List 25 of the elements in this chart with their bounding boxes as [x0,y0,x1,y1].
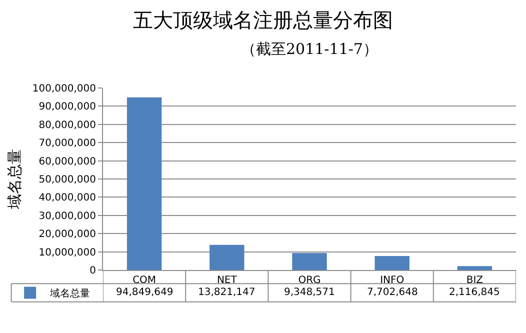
data-label: 94,849,649 [116,287,174,298]
y-tick-label: 40,000,000 [38,192,96,204]
chart-title: 五大顶级域名注册总量分布图 [133,8,393,32]
legend-label: 域名总量 [49,288,90,300]
y-axis-title: 域名总量 [6,149,24,210]
x-tick-label: ORG [298,275,321,286]
y-tick-label: 100,000,000 [32,84,96,94]
y-tick-label: 50,000,000 [38,174,96,186]
data-label: 2,116,845 [449,287,500,298]
data-label: 13,821,147 [198,287,256,298]
x-tick-label: NET [216,275,238,286]
y-tick-label: 20,000,000 [38,229,96,240]
x-tick-label: INFO [380,275,404,286]
y-tick-label: 30,000,000 [38,210,96,222]
y-tick-label: 10,000,000 [38,247,96,258]
y-tick-label: 0 [90,266,96,276]
x-tick-label: BIZ [466,275,484,286]
y-tick-label: 80,000,000 [38,120,96,131]
y-tick-label: 60,000,000 [38,156,96,168]
data-label: 9,348,571 [284,287,335,298]
y-tick-label: 70,000,000 [38,138,96,150]
data-label: 7,702,648 [367,287,418,298]
chart-subtitle: （截至2011-11-7） [241,40,378,58]
x-tick-label: COM [132,275,156,286]
y-tick-label: 90,000,000 [38,102,96,113]
